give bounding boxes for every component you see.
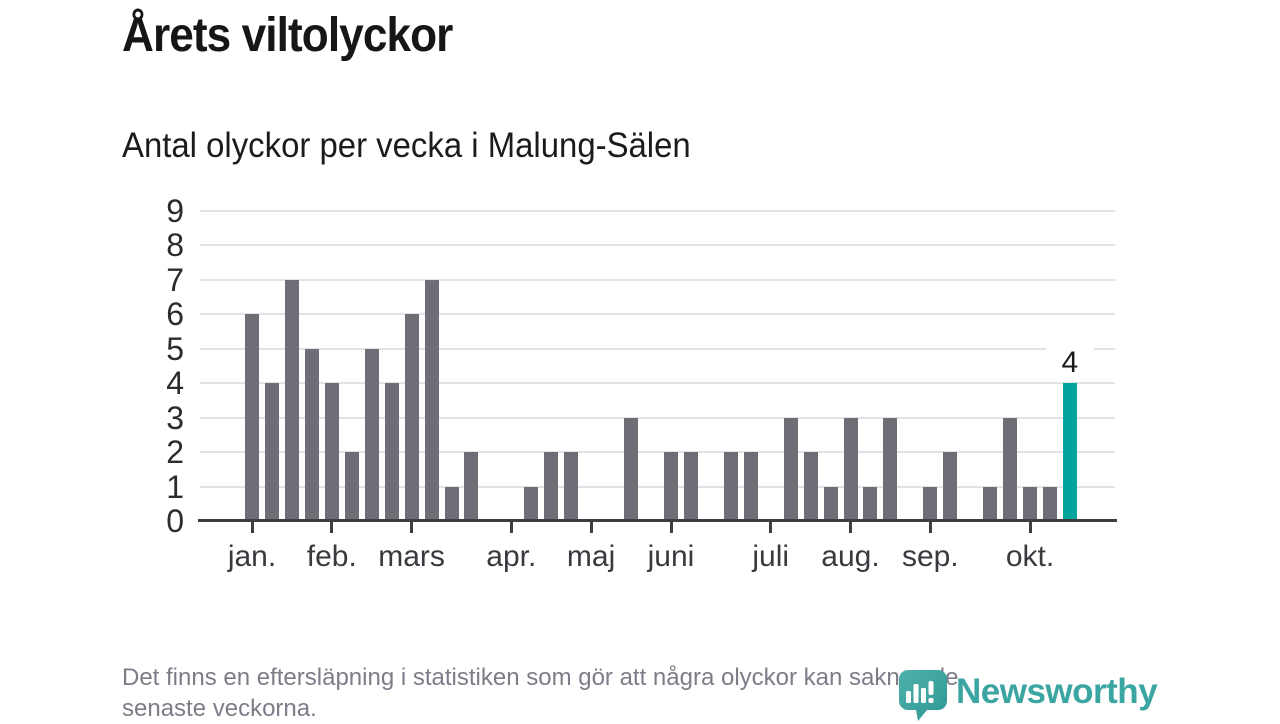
bar <box>284 279 299 521</box>
y-axis-label: 2 <box>166 434 184 471</box>
x-tick <box>1028 522 1032 533</box>
bar-highlighted <box>1062 383 1077 521</box>
y-axis-label: 3 <box>166 399 184 436</box>
gridline <box>200 209 1115 212</box>
bar <box>404 314 419 521</box>
newsworthy-logo-icon <box>899 670 947 721</box>
bar <box>444 486 459 522</box>
bar <box>344 452 359 521</box>
bar <box>464 452 479 521</box>
footnote-line-2: senaste veckorna. <box>122 695 317 722</box>
bar <box>364 348 379 522</box>
gridline <box>200 451 1115 454</box>
bar <box>624 417 638 521</box>
y-axis-label: 6 <box>166 296 184 333</box>
x-axis-label: maj <box>566 540 616 573</box>
bar <box>863 486 878 522</box>
x-tick <box>250 522 254 533</box>
bar <box>544 452 559 521</box>
y-axis-label: 8 <box>166 227 184 264</box>
gridline <box>200 485 1115 488</box>
y-axis-label: 1 <box>166 468 184 505</box>
newsworthy-logo-text: Newsworthy <box>956 672 1158 711</box>
bar <box>304 348 319 522</box>
gridline <box>200 244 1115 247</box>
x-axis-label: feb. <box>306 540 357 573</box>
bar <box>783 417 798 521</box>
x-axis-label: aug. <box>821 540 880 573</box>
x-tick <box>509 522 513 533</box>
bar <box>384 383 399 521</box>
y-axis-label: 5 <box>166 330 184 367</box>
bar <box>983 486 998 522</box>
x-axis-label: jan. <box>227 540 277 573</box>
bar <box>245 314 259 521</box>
gridline <box>200 313 1115 316</box>
footnote: Det finns en eftersläpning i statistiken… <box>122 662 1162 724</box>
x-tick <box>410 522 414 533</box>
x-axis-label: apr. <box>486 540 537 573</box>
gridline <box>200 347 1115 350</box>
bar <box>1043 486 1057 522</box>
bar <box>743 452 758 521</box>
bar <box>823 486 838 522</box>
y-axis-label: 7 <box>166 261 184 298</box>
bar <box>1023 486 1037 522</box>
footnote-line-1: Det finns en eftersläpning i statistiken… <box>122 664 959 691</box>
bar <box>1003 417 1018 521</box>
x-axis-label: okt. <box>1005 540 1055 573</box>
newsworthy-logo: Newsworthy <box>897 668 1158 722</box>
x-tick <box>589 522 593 533</box>
bar <box>264 383 279 521</box>
bar <box>803 452 818 521</box>
bar <box>883 417 898 521</box>
x-axis-label: juli <box>752 540 790 573</box>
gridline <box>200 382 1115 385</box>
gridline <box>200 278 1115 281</box>
x-tick <box>669 522 673 533</box>
bar <box>943 452 958 521</box>
x-axis-line <box>198 519 1117 522</box>
x-tick <box>769 522 773 533</box>
x-tick <box>849 522 852 533</box>
bar <box>424 279 439 521</box>
x-axis-label: sep. <box>901 540 959 573</box>
bar <box>723 452 738 521</box>
bar <box>324 383 339 521</box>
bar <box>923 486 938 522</box>
bar <box>564 452 579 521</box>
x-tick <box>928 522 932 533</box>
chart-subtitle: Antal olyckor per vecka i Malung-Sälen <box>122 126 691 165</box>
y-axis-label: 0 <box>166 503 184 539</box>
y-axis-label: 4 <box>166 365 184 402</box>
x-axis-label: mars <box>378 540 445 573</box>
y-axis-label: 9 <box>166 192 184 229</box>
bar <box>524 486 539 522</box>
x-tick <box>330 522 334 533</box>
bar <box>843 417 858 521</box>
x-axis-label: juni <box>647 540 695 573</box>
highlight-value-label: 4 <box>1045 345 1094 380</box>
bar <box>683 452 698 521</box>
chart-title: Årets viltolyckor <box>122 9 453 62</box>
gridline <box>200 416 1115 419</box>
bar <box>664 452 678 521</box>
